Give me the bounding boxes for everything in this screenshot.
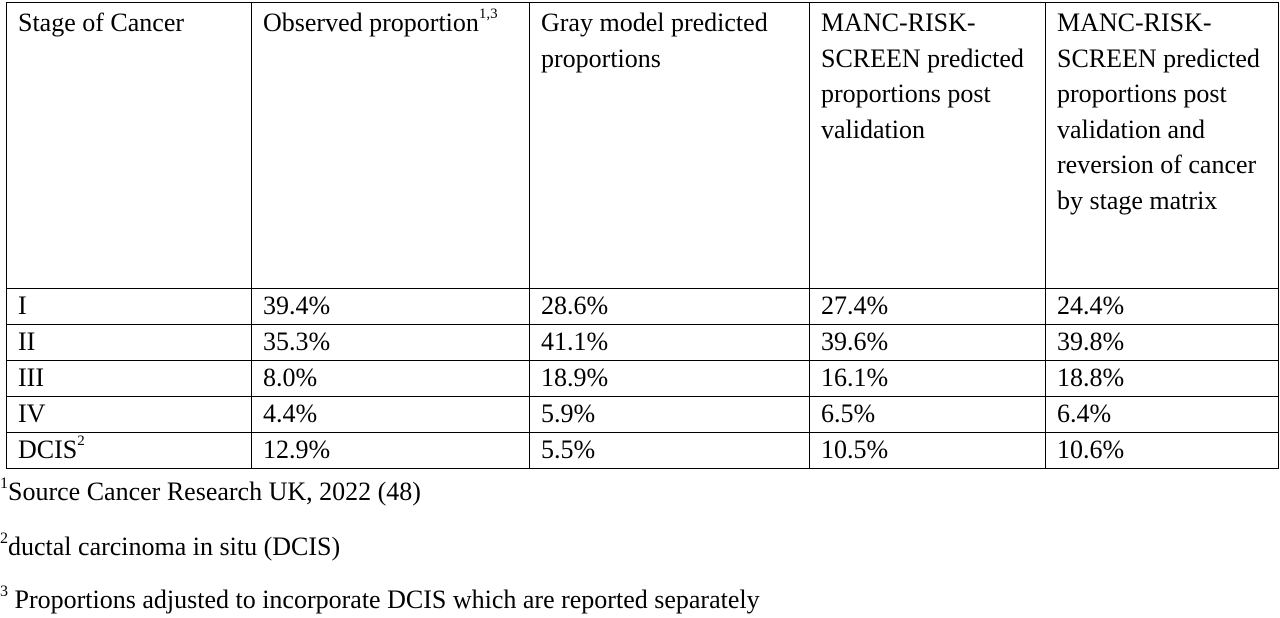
observed-cell: 39.4%	[251, 288, 530, 325]
footnote-source: 1Source Cancer Research UK, 2022 (48)	[0, 475, 421, 506]
table-row: III 8.0% 18.9% 16.1% 18.8%	[6, 360, 1279, 397]
observed-cell: 8.0%	[251, 360, 530, 397]
manc-reversion-cell: 24.4%	[1045, 288, 1279, 325]
table-row: IV 4.4% 5.9% 6.5% 6.4%	[6, 396, 1279, 433]
manc-post-validation-cell: 10.5%	[809, 432, 1046, 469]
gray-cell: 41.1%	[529, 324, 810, 361]
footnote-proportions-adjusted: 3 Proportions adjusted to incorporate DC…	[0, 583, 760, 614]
stage-cell: DCIS2	[6, 432, 252, 469]
observed-cell: 12.9%	[251, 432, 530, 469]
manc-post-validation-cell: 16.1%	[809, 360, 1046, 397]
gray-cell: 18.9%	[529, 360, 810, 397]
observed-cell: 35.3%	[251, 324, 530, 361]
table-row: II 35.3% 41.1% 39.6% 39.8%	[6, 324, 1279, 361]
footnote-dcis-definition: 2ductal carcinoma in situ (DCIS)	[0, 530, 341, 561]
manc-reversion-cell: 39.8%	[1045, 324, 1279, 361]
header-manc-post-validation: MANC-RISK-SCREEN predicted proportions p…	[809, 2, 1046, 289]
cancer-stage-proportions-table: Stage of Cancer Observed proportion1,3 G…	[6, 2, 1279, 469]
stage-cell: IV	[6, 396, 252, 433]
manc-post-validation-cell: 27.4%	[809, 288, 1046, 325]
gray-cell: 28.6%	[529, 288, 810, 325]
gray-cell: 5.9%	[529, 396, 810, 433]
gray-cell: 5.5%	[529, 432, 810, 469]
table-row: DCIS2 12.9% 5.5% 10.5% 10.6%	[6, 432, 1279, 469]
table-row: I 39.4% 28.6% 27.4% 24.4%	[6, 288, 1279, 325]
header-manc-post-validation-reversion: MANC-RISK-SCREEN predicted proportions p…	[1045, 2, 1279, 289]
manc-reversion-cell: 6.4%	[1045, 396, 1279, 433]
stage-cell: I	[6, 288, 252, 325]
header-observed-proportion: Observed proportion1,3	[251, 2, 530, 289]
header-stage-of-cancer: Stage of Cancer	[6, 2, 252, 289]
table-header-row: Stage of Cancer Observed proportion1,3 G…	[6, 2, 1279, 289]
manc-reversion-cell: 10.6%	[1045, 432, 1279, 469]
stage-cell: II	[6, 324, 252, 361]
observed-cell: 4.4%	[251, 396, 530, 433]
stage-cell: III	[6, 360, 252, 397]
header-gray-model: Gray model predicted proportions	[529, 2, 810, 289]
manc-post-validation-cell: 39.6%	[809, 324, 1046, 361]
manc-post-validation-cell: 6.5%	[809, 396, 1046, 433]
manc-reversion-cell: 18.8%	[1045, 360, 1279, 397]
